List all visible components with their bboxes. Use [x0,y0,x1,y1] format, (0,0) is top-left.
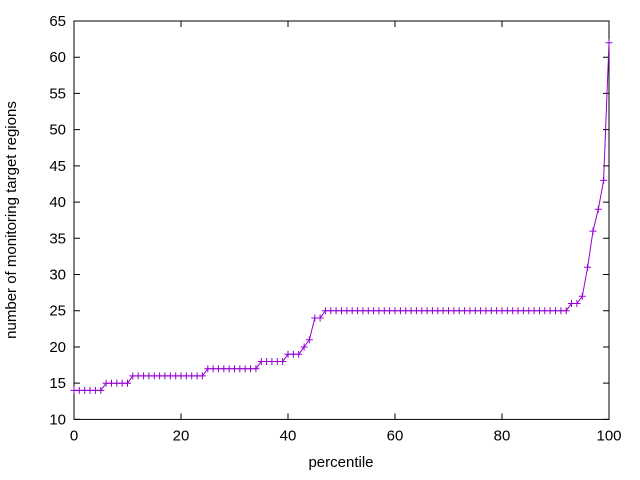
plot-area: 0 20 40 60 80 100 10 15 20 25 30 35 40 45 50 55 60 65 [49,13,621,444]
y-tick-label: 55 [49,85,66,102]
axis-ticks [73,20,610,420]
x-tick-label: 80 [494,427,511,444]
x-tick-label: 60 [387,427,404,444]
y-axis-label: number of monitoring target regions [3,101,20,339]
series-line [74,42,610,391]
series-markers [70,39,613,394]
y-tick-label: 25 [49,303,66,320]
y-tick-label: 50 [49,122,66,139]
y-tick-label: 45 [49,158,66,175]
y-tick-label: 20 [49,339,66,356]
y-tick-label: 10 [49,411,66,428]
y-tick-label: 60 [49,49,66,66]
y-tick-label: 40 [49,194,66,211]
y-tick-label: 15 [49,375,66,392]
x-tick-label: 0 [70,427,78,444]
y-tick-label: 65 [49,13,66,30]
plot-border [73,20,610,420]
x-tick-label: 40 [280,427,297,444]
y-tick-label: 30 [49,267,66,284]
x-tick-label: 100 [596,427,621,444]
x-axis-label: percentile [308,454,373,471]
x-tick-label: 20 [173,427,190,444]
y-tick-label: 35 [49,230,66,247]
